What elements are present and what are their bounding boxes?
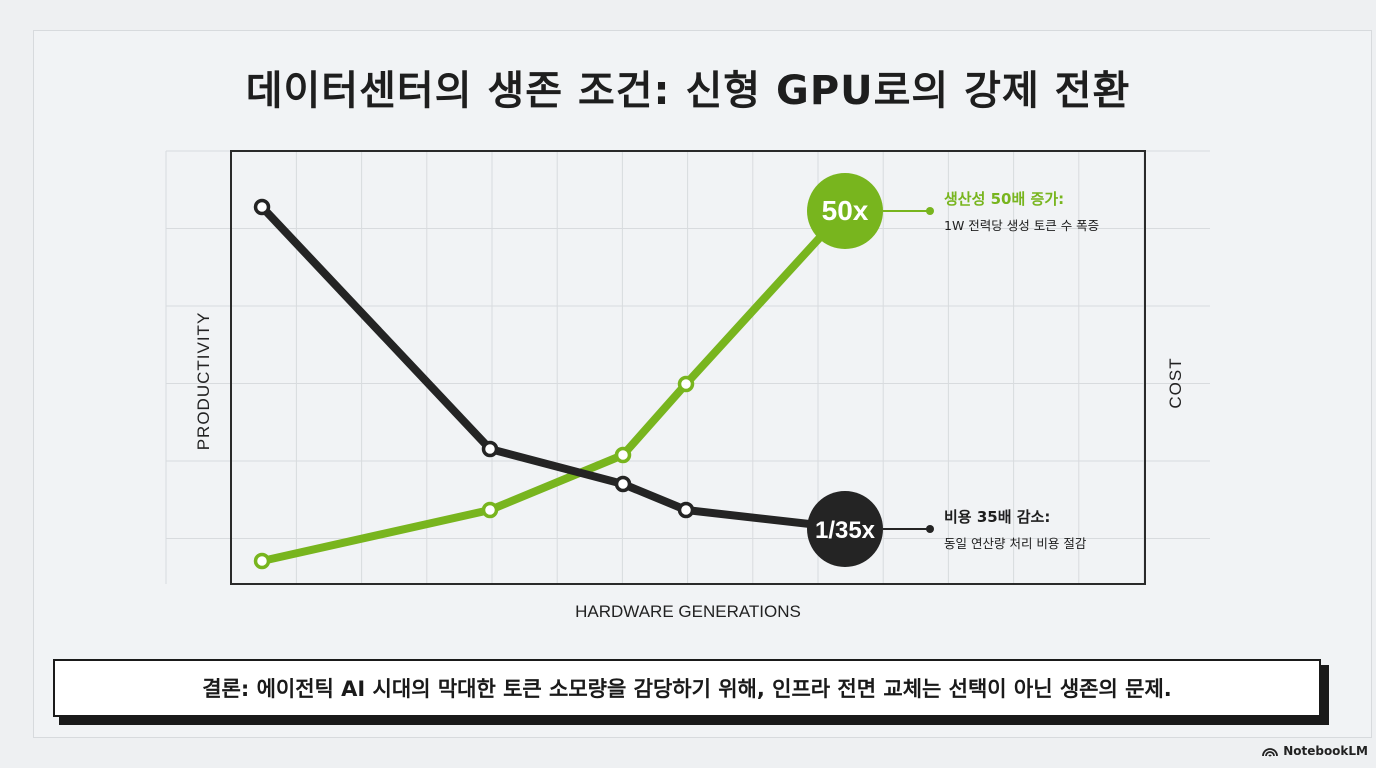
data-point-productivity <box>253 552 271 570</box>
data-point-productivity <box>481 501 499 519</box>
data-point-productivity <box>677 375 695 393</box>
data-point-cost <box>253 198 271 216</box>
chart-grid <box>165 150 1210 584</box>
data-point-productivity <box>614 446 632 464</box>
data-point-cost <box>481 440 499 458</box>
annotation-sub-productivity: 1W 전력당 생성 토큰 수 폭증 <box>944 218 1099 233</box>
notebooklm-logo-icon <box>1262 747 1279 757</box>
data-point-cost <box>677 501 695 519</box>
callout-dot-cost <box>926 525 934 533</box>
brand-name: NotebookLM <box>1283 744 1368 758</box>
series-line-productivity <box>258 206 849 565</box>
end-bubble-productivity <box>807 173 883 249</box>
page-title: 데이터센터의 생존 조건: 신형 GPU로의 강제 전환 <box>245 68 1131 114</box>
annotation-title-cost: 비용 35배 감소: <box>944 508 1050 526</box>
x-axis-label: HARDWARE GENERATIONS <box>575 602 801 621</box>
conclusion-box: 결론: 에이전틱 AI 시대의 막대한 토큰 소모량을 감당하기 위해, 인프라… <box>53 659 1321 717</box>
plot-area-border <box>230 150 1146 585</box>
y-axis-label-right: COST <box>1166 357 1185 408</box>
annotation-sub-cost: 동일 연산량 처리 비용 절감 <box>944 536 1087 551</box>
data-point-cost <box>614 475 632 493</box>
callout-dot-productivity <box>926 207 934 215</box>
y-axis-label-left: PRODUCTIVITY <box>194 312 213 451</box>
conclusion-text: 결론: 에이전틱 AI 시대의 막대한 토큰 소모량을 감당하기 위해, 인프라… <box>202 677 1172 701</box>
end-bubble-cost <box>807 491 883 567</box>
end-label-productivity: 50x <box>822 195 869 226</box>
brand-logo: NotebookLM <box>1262 744 1368 758</box>
annotation-title-productivity: 생산성 50배 증가: <box>944 190 1064 208</box>
end-label-cost: 1/35x <box>815 517 876 544</box>
